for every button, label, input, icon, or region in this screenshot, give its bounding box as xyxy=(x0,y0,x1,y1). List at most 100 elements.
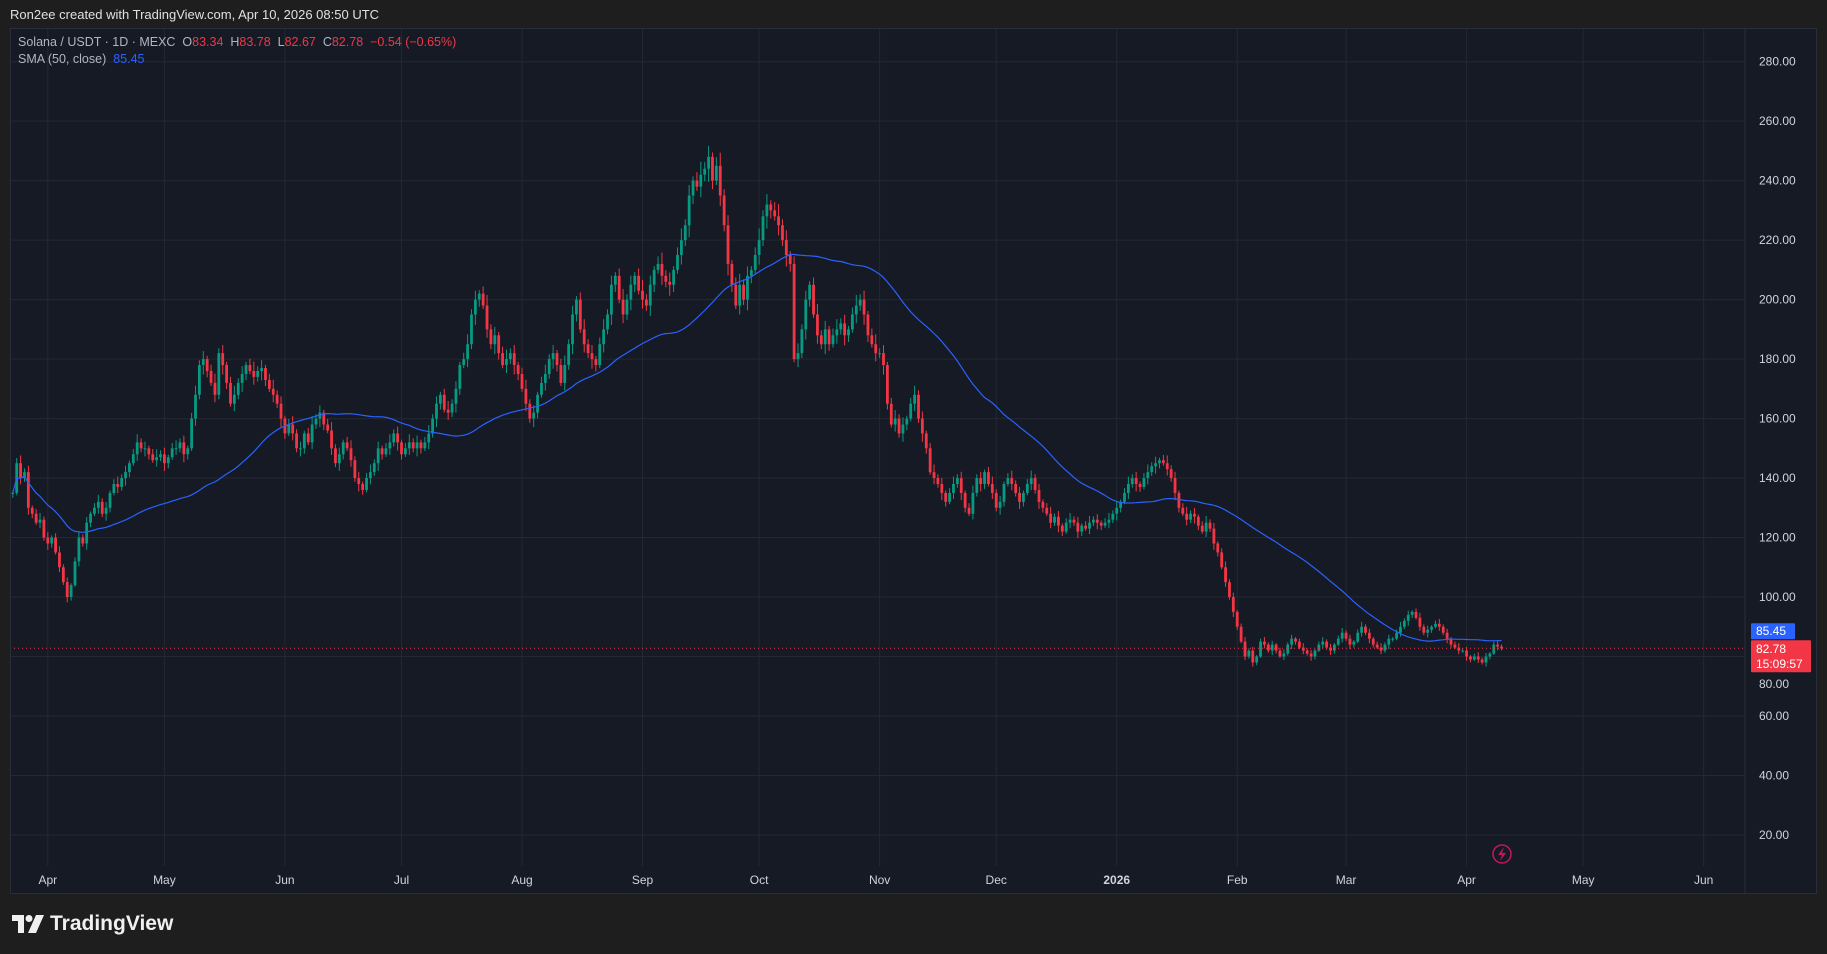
candle-body xyxy=(1204,522,1208,532)
candle-body xyxy=(1076,522,1080,532)
candle-body xyxy=(878,353,882,355)
high-label: H xyxy=(230,35,240,49)
candle-body xyxy=(190,418,194,449)
tradingview-logo[interactable]: TradingView xyxy=(12,912,173,936)
candle-body xyxy=(1391,638,1395,640)
price-tick-label: 260.00 xyxy=(1759,114,1796,128)
candle-body xyxy=(23,472,26,479)
candle-body xyxy=(528,403,532,419)
candle-body xyxy=(734,284,738,306)
candle-body xyxy=(567,344,571,366)
candle-body xyxy=(839,323,843,330)
candle-body xyxy=(462,359,466,366)
candle-body xyxy=(256,370,260,377)
candle-body xyxy=(800,329,804,354)
candle-body xyxy=(1371,638,1375,645)
candle-body xyxy=(1189,513,1192,520)
candle-body xyxy=(1441,626,1445,633)
candle-body xyxy=(726,225,730,264)
candle-body xyxy=(209,370,213,383)
candle-body xyxy=(435,403,438,419)
candle-body xyxy=(963,492,967,508)
candle-body xyxy=(644,299,648,306)
candle-body xyxy=(61,567,65,583)
candle-body xyxy=(676,255,679,270)
candle-body xyxy=(65,582,69,598)
candle-body xyxy=(1080,525,1084,532)
candle-body xyxy=(151,454,155,461)
candle-body xyxy=(404,448,407,455)
candle-body xyxy=(687,195,691,226)
candle-body xyxy=(147,448,151,455)
candle-body xyxy=(905,418,909,425)
time-tick-label: Jun xyxy=(1694,873,1713,887)
price-tick-label: 280.00 xyxy=(1759,55,1796,69)
sma-legend-row: SMA (50, close) 85.45 xyxy=(18,51,456,68)
candle-body xyxy=(225,365,229,383)
close-label: C xyxy=(322,35,332,49)
candle-body xyxy=(1150,466,1154,473)
candle-body xyxy=(792,263,796,360)
candle-body xyxy=(835,329,839,336)
chart-border xyxy=(10,28,1817,894)
candle-body xyxy=(664,275,668,282)
symbol-name[interactable]: Solana / USDT · 1D · MEXC xyxy=(18,35,176,49)
candle-body xyxy=(1041,501,1045,508)
candle-body xyxy=(1344,632,1348,639)
candle-body xyxy=(365,478,368,490)
candle-body xyxy=(380,448,384,455)
candle-body xyxy=(617,275,621,300)
price-tick-label: 100.00 xyxy=(1759,590,1796,604)
candle-body xyxy=(714,165,718,181)
candle-body xyxy=(505,359,508,366)
candle-body xyxy=(1146,472,1150,479)
candle-body xyxy=(473,299,477,315)
candle-body xyxy=(827,329,831,345)
high-value: 83.78 xyxy=(239,35,271,49)
chart-credit: Ron2ee created with TradingView.com, Apr… xyxy=(10,7,380,22)
candle-body xyxy=(885,365,889,404)
sma-label[interactable]: SMA (50, close) xyxy=(18,52,107,66)
candle-body xyxy=(516,365,520,374)
candle-body xyxy=(602,329,606,345)
candle-body xyxy=(948,492,951,502)
candle-body xyxy=(804,299,808,330)
sma-price-label-bg xyxy=(1751,623,1795,640)
candle-body xyxy=(1301,647,1305,651)
candle-body xyxy=(1461,650,1465,652)
candle-body xyxy=(260,368,263,371)
candle-body xyxy=(310,424,314,443)
candle-body xyxy=(1029,478,1033,485)
candle-body xyxy=(889,403,893,425)
candle-body xyxy=(1379,647,1383,651)
candle-body xyxy=(423,442,427,449)
candle-body xyxy=(1290,638,1294,645)
candle-body xyxy=(998,501,1002,508)
candle-body xyxy=(1053,516,1056,523)
candle-body xyxy=(524,388,528,404)
chart-legend: Solana / USDT · 1D · MEXC O83.34 H83.78 … xyxy=(18,34,456,68)
candle-body xyxy=(267,379,271,389)
candle-body xyxy=(1224,567,1227,583)
price-tick-label: 20.00 xyxy=(1759,828,1789,842)
candle-body xyxy=(1247,650,1251,657)
candle-body xyxy=(967,507,971,514)
candle-body xyxy=(1010,478,1014,485)
candle-body xyxy=(1437,623,1441,627)
candle-body xyxy=(1399,626,1402,633)
candle-body xyxy=(1278,650,1282,657)
candle-body xyxy=(1364,626,1367,633)
candle-body xyxy=(1340,632,1344,639)
candle-body xyxy=(69,585,73,598)
time-tick-label: Apr xyxy=(38,873,57,887)
candle-body xyxy=(345,442,349,449)
bar-countdown: 15:09:57 xyxy=(1756,657,1803,671)
candle-body xyxy=(870,335,874,345)
candle-body xyxy=(718,165,722,196)
candle-body xyxy=(1212,528,1216,544)
candle-body xyxy=(182,442,186,455)
price-chart[interactable]: 20.00 40.00 60.00 80.00 100.00 120.00 140.00 16… xyxy=(10,28,1817,894)
lightning-icon[interactable] xyxy=(1492,844,1512,864)
candle-body xyxy=(1367,632,1371,639)
sma-line xyxy=(12,253,1502,642)
